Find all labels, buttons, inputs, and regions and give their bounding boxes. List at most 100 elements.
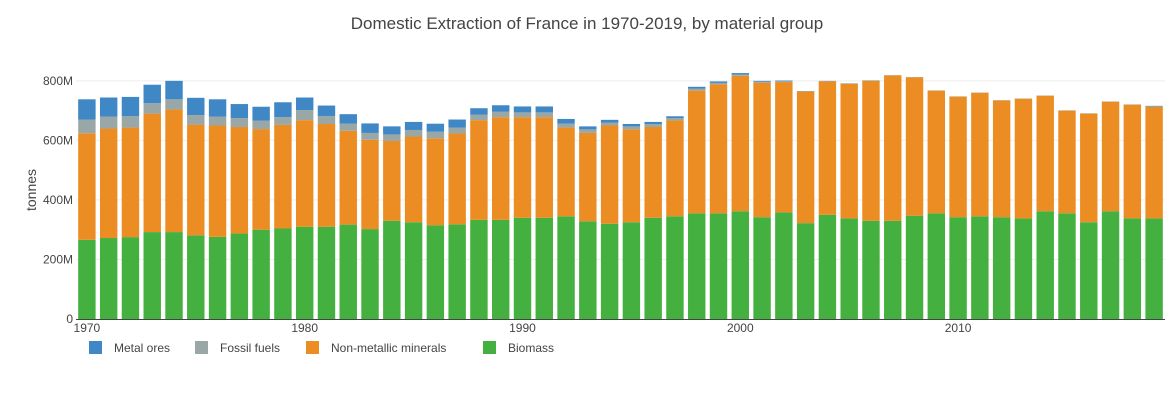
bar-non-metallic-minerals-2018 [1123, 104, 1142, 219]
bar-fossil-fuels-1985 [404, 129, 423, 137]
bar-biomass-1974 [165, 232, 183, 319]
y-tick-label: 400M [43, 193, 73, 207]
bar-biomass-1975 [187, 235, 205, 319]
bar-biomass-1982 [339, 224, 357, 319]
bar-biomass-2016 [1080, 222, 1098, 319]
bar-non-metallic-minerals-1978 [252, 129, 270, 230]
bar-biomass-1970 [78, 239, 96, 319]
bar-metal-ores-1985 [404, 121, 423, 130]
bar-non-metallic-minerals-1982 [339, 130, 357, 225]
bar-non-metallic-minerals-1987 [448, 133, 466, 225]
bar-metal-ores-1971 [99, 97, 118, 117]
bar-fossil-fuels-2005 [840, 83, 858, 84]
bar-metal-ores-1975 [187, 97, 205, 116]
bar-biomass-2011 [971, 216, 989, 319]
bar-biomass-1990 [513, 217, 532, 319]
bar-non-metallic-minerals-1980 [295, 120, 314, 227]
bar-non-metallic-minerals-1985 [404, 136, 423, 223]
bar-fossil-fuels-1971 [99, 116, 118, 129]
bar-fossil-fuels-1999 [709, 82, 728, 85]
bar-metal-ores-1974 [165, 80, 183, 100]
bar-biomass-1985 [404, 222, 423, 319]
x-tick-label: 1990 [509, 321, 536, 335]
bar-non-metallic-minerals-1974 [165, 109, 183, 233]
bar-metal-ores-2001 [753, 80, 771, 82]
bar-biomass-2013 [1014, 218, 1033, 319]
bar-non-metallic-minerals-2005 [840, 83, 858, 219]
bar-biomass-1980 [295, 226, 314, 319]
y-tick-label: 600M [43, 133, 73, 147]
bar-non-metallic-minerals-2014 [1036, 95, 1054, 212]
legend-swatch-non-metallic-minerals [306, 341, 319, 354]
bar-non-metallic-minerals-2017 [1101, 101, 1120, 212]
bar-metal-ores-1973 [143, 84, 161, 104]
bar-biomass-2000 [731, 211, 749, 319]
bar-fossil-fuels-1970 [78, 119, 96, 134]
bar-metal-ores-1988 [470, 108, 488, 115]
bar-non-metallic-minerals-1988 [470, 120, 488, 220]
bar-non-metallic-minerals-2000 [731, 75, 749, 212]
x-tick-label: 1970 [74, 321, 101, 335]
bar-non-metallic-minerals-1999 [709, 84, 728, 214]
x-axis: 1970 1980 1990 2000 2010 [74, 321, 972, 335]
bar-non-metallic-minerals-1997 [666, 120, 684, 217]
bar-biomass-2017 [1101, 211, 1120, 319]
x-tick-label: 2010 [945, 321, 972, 335]
bar-metal-ores-1970 [78, 99, 96, 120]
bar-biomass-1976 [208, 236, 227, 319]
bar-biomass-1997 [666, 216, 684, 319]
bar-metal-ores-1998 [688, 86, 706, 89]
bar-non-metallic-minerals-1996 [644, 126, 662, 218]
bar-non-metallic-minerals-1970 [78, 133, 96, 240]
bar-biomass-1973 [143, 232, 161, 319]
bar-fossil-fuels-1987 [448, 127, 466, 134]
bar-fossil-fuels-1998 [688, 88, 706, 91]
bar-metal-ores-1992 [557, 118, 575, 124]
bar-metal-ores-2000 [731, 73, 749, 75]
bar-non-metallic-minerals-2001 [753, 82, 771, 218]
bar-non-metallic-minerals-1993 [579, 132, 597, 222]
bar-non-metallic-minerals-1998 [688, 90, 706, 214]
bar-metal-ores-1987 [448, 119, 466, 128]
bar-biomass-1972 [121, 237, 140, 319]
bar-metal-ores-1980 [295, 97, 314, 111]
y-axis: 0 200M 400M 600M 800M [43, 74, 73, 326]
bar-fossil-fuels-1997 [666, 118, 684, 121]
bar-non-metallic-minerals-1976 [208, 125, 227, 237]
bar-biomass-1987 [448, 224, 466, 319]
bar-metal-ores-1990 [513, 106, 532, 113]
bar-non-metallic-minerals-2007 [884, 75, 902, 221]
bar-metal-ores-1999 [709, 81, 728, 83]
bar-fossil-fuels-1988 [470, 114, 488, 121]
bar-non-metallic-minerals-1995 [622, 129, 641, 223]
bar-biomass-2008 [905, 215, 924, 319]
bar-biomass-2004 [818, 214, 837, 319]
bar-metal-ores-1997 [666, 116, 684, 119]
bar-fossil-fuels-1973 [143, 103, 161, 114]
bar-biomass-1993 [579, 221, 597, 319]
bar-non-metallic-minerals-2013 [1014, 98, 1033, 219]
bar-biomass-1979 [274, 228, 292, 319]
bar-biomass-1998 [688, 213, 706, 319]
bar-fossil-fuels-1977 [230, 118, 249, 127]
bar-metal-ores-1979 [274, 102, 292, 118]
bar-fossil-fuels-1984 [383, 134, 401, 141]
bar-metal-ores-1976 [208, 99, 227, 117]
bar-non-metallic-minerals-1973 [143, 113, 161, 233]
bar-non-metallic-minerals-2009 [927, 90, 946, 214]
legend-swatch-biomass [483, 341, 496, 354]
bar-fossil-fuels-1980 [295, 110, 314, 121]
bar-biomass-1996 [644, 217, 662, 319]
bar-non-metallic-minerals-2008 [905, 77, 924, 216]
bar-biomass-2001 [753, 217, 771, 319]
bar-biomass-2018 [1123, 218, 1142, 319]
bar-fossil-fuels-2003 [796, 90, 815, 92]
bar-fossil-fuels-1979 [274, 117, 292, 125]
bar-fossil-fuels-2000 [731, 74, 749, 76]
bar-metal-ores-1984 [383, 126, 401, 135]
bar-biomass-2010 [949, 217, 967, 319]
bar-biomass-1989 [492, 219, 510, 319]
bar-fossil-fuels-1991 [535, 112, 553, 118]
bar-non-metallic-minerals-2011 [971, 92, 989, 217]
